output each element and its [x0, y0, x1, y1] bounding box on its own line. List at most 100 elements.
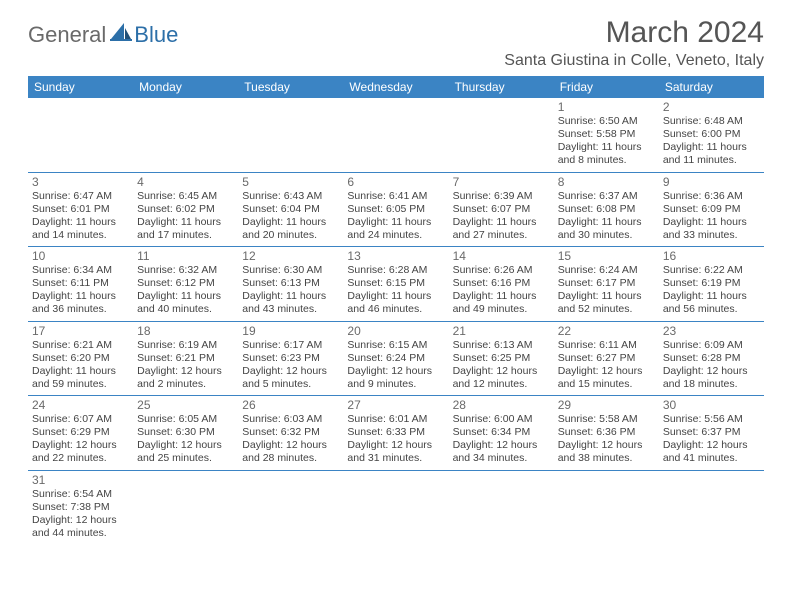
calendar-cell: 8Sunrise: 6:37 AMSunset: 6:08 PMDaylight… [554, 172, 659, 247]
day-number: 16 [663, 249, 760, 263]
day-info: Sunrise: 6:28 AMSunset: 6:15 PMDaylight:… [347, 264, 444, 317]
day-header: Thursday [449, 76, 554, 98]
day-header: Sunday [28, 76, 133, 98]
day-info: Sunrise: 6:01 AMSunset: 6:33 PMDaylight:… [347, 413, 444, 466]
logo-text-blue: Blue [134, 22, 178, 48]
calendar-cell: 16Sunrise: 6:22 AMSunset: 6:19 PMDayligh… [659, 247, 764, 322]
logo-sail-icon [110, 22, 132, 48]
day-number: 24 [32, 398, 129, 412]
day-number: 15 [558, 249, 655, 263]
day-number: 22 [558, 324, 655, 338]
calendar-cell: 11Sunrise: 6:32 AMSunset: 6:12 PMDayligh… [133, 247, 238, 322]
calendar-cell: 3Sunrise: 6:47 AMSunset: 6:01 PMDaylight… [28, 172, 133, 247]
day-number: 28 [453, 398, 550, 412]
calendar-cell: 27Sunrise: 6:01 AMSunset: 6:33 PMDayligh… [343, 396, 448, 471]
day-number: 29 [558, 398, 655, 412]
day-number: 6 [347, 175, 444, 189]
day-number: 14 [453, 249, 550, 263]
day-header: Monday [133, 76, 238, 98]
month-title: March 2024 [504, 16, 764, 50]
day-info: Sunrise: 6:47 AMSunset: 6:01 PMDaylight:… [32, 190, 129, 243]
day-info: Sunrise: 6:39 AMSunset: 6:07 PMDaylight:… [453, 190, 550, 243]
day-info: Sunrise: 6:17 AMSunset: 6:23 PMDaylight:… [242, 339, 339, 392]
day-info: Sunrise: 6:54 AMSunset: 7:38 PMDaylight:… [32, 488, 129, 541]
calendar-cell [238, 470, 343, 544]
calendar-cell: 5Sunrise: 6:43 AMSunset: 6:04 PMDaylight… [238, 172, 343, 247]
calendar-cell: 30Sunrise: 5:56 AMSunset: 6:37 PMDayligh… [659, 396, 764, 471]
calendar-cell [133, 98, 238, 172]
day-header: Wednesday [343, 76, 448, 98]
calendar-cell: 26Sunrise: 6:03 AMSunset: 6:32 PMDayligh… [238, 396, 343, 471]
calendar-cell: 10Sunrise: 6:34 AMSunset: 6:11 PMDayligh… [28, 247, 133, 322]
calendar-cell: 19Sunrise: 6:17 AMSunset: 6:23 PMDayligh… [238, 321, 343, 396]
day-info: Sunrise: 6:19 AMSunset: 6:21 PMDaylight:… [137, 339, 234, 392]
calendar-cell [238, 98, 343, 172]
calendar-cell [554, 470, 659, 544]
day-info: Sunrise: 6:32 AMSunset: 6:12 PMDaylight:… [137, 264, 234, 317]
calendar-cell [133, 470, 238, 544]
day-info: Sunrise: 6:36 AMSunset: 6:09 PMDaylight:… [663, 190, 760, 243]
day-info: Sunrise: 6:13 AMSunset: 6:25 PMDaylight:… [453, 339, 550, 392]
day-number: 26 [242, 398, 339, 412]
day-info: Sunrise: 6:21 AMSunset: 6:20 PMDaylight:… [32, 339, 129, 392]
calendar-table: SundayMondayTuesdayWednesdayThursdayFrid… [28, 76, 764, 544]
calendar-cell: 4Sunrise: 6:45 AMSunset: 6:02 PMDaylight… [133, 172, 238, 247]
calendar-cell: 17Sunrise: 6:21 AMSunset: 6:20 PMDayligh… [28, 321, 133, 396]
day-number: 31 [32, 473, 129, 487]
day-number: 11 [137, 249, 234, 263]
day-info: Sunrise: 6:24 AMSunset: 6:17 PMDaylight:… [558, 264, 655, 317]
day-number: 25 [137, 398, 234, 412]
calendar-header-row: SundayMondayTuesdayWednesdayThursdayFrid… [28, 76, 764, 98]
day-info: Sunrise: 6:26 AMSunset: 6:16 PMDaylight:… [453, 264, 550, 317]
day-header: Tuesday [238, 76, 343, 98]
calendar-cell [659, 470, 764, 544]
calendar-cell [343, 470, 448, 544]
calendar-cell [449, 98, 554, 172]
day-number: 1 [558, 100, 655, 114]
day-number: 9 [663, 175, 760, 189]
location-text: Santa Giustina in Colle, Veneto, Italy [504, 52, 764, 70]
calendar-cell [449, 470, 554, 544]
day-number: 21 [453, 324, 550, 338]
day-info: Sunrise: 6:34 AMSunset: 6:11 PMDaylight:… [32, 264, 129, 317]
day-info: Sunrise: 6:50 AMSunset: 5:58 PMDaylight:… [558, 115, 655, 168]
day-number: 23 [663, 324, 760, 338]
day-number: 27 [347, 398, 444, 412]
day-info: Sunrise: 6:03 AMSunset: 6:32 PMDaylight:… [242, 413, 339, 466]
calendar-cell: 15Sunrise: 6:24 AMSunset: 6:17 PMDayligh… [554, 247, 659, 322]
day-number: 13 [347, 249, 444, 263]
day-info: Sunrise: 5:58 AMSunset: 6:36 PMDaylight:… [558, 413, 655, 466]
day-number: 12 [242, 249, 339, 263]
calendar-cell [343, 98, 448, 172]
day-number: 8 [558, 175, 655, 189]
calendar-cell: 24Sunrise: 6:07 AMSunset: 6:29 PMDayligh… [28, 396, 133, 471]
day-number: 30 [663, 398, 760, 412]
calendar-cell: 7Sunrise: 6:39 AMSunset: 6:07 PMDaylight… [449, 172, 554, 247]
day-info: Sunrise: 6:41 AMSunset: 6:05 PMDaylight:… [347, 190, 444, 243]
day-info: Sunrise: 6:37 AMSunset: 6:08 PMDaylight:… [558, 190, 655, 243]
calendar-cell: 25Sunrise: 6:05 AMSunset: 6:30 PMDayligh… [133, 396, 238, 471]
calendar-cell: 29Sunrise: 5:58 AMSunset: 6:36 PMDayligh… [554, 396, 659, 471]
calendar-cell: 13Sunrise: 6:28 AMSunset: 6:15 PMDayligh… [343, 247, 448, 322]
day-number: 20 [347, 324, 444, 338]
day-header: Friday [554, 76, 659, 98]
day-number: 4 [137, 175, 234, 189]
day-info: Sunrise: 6:22 AMSunset: 6:19 PMDaylight:… [663, 264, 760, 317]
calendar-cell: 23Sunrise: 6:09 AMSunset: 6:28 PMDayligh… [659, 321, 764, 396]
calendar-cell [28, 98, 133, 172]
calendar-cell: 28Sunrise: 6:00 AMSunset: 6:34 PMDayligh… [449, 396, 554, 471]
day-header: Saturday [659, 76, 764, 98]
calendar-cell: 2Sunrise: 6:48 AMSunset: 6:00 PMDaylight… [659, 98, 764, 172]
logo: General Blue [28, 16, 178, 48]
calendar-cell: 18Sunrise: 6:19 AMSunset: 6:21 PMDayligh… [133, 321, 238, 396]
day-number: 17 [32, 324, 129, 338]
title-block: March 2024 Santa Giustina in Colle, Vene… [504, 16, 764, 70]
logo-text-general: General [28, 22, 106, 48]
day-info: Sunrise: 6:05 AMSunset: 6:30 PMDaylight:… [137, 413, 234, 466]
day-info: Sunrise: 6:15 AMSunset: 6:24 PMDaylight:… [347, 339, 444, 392]
header: General Blue March 2024 Santa Giustina i… [28, 16, 764, 70]
day-info: Sunrise: 6:00 AMSunset: 6:34 PMDaylight:… [453, 413, 550, 466]
calendar-cell: 1Sunrise: 6:50 AMSunset: 5:58 PMDaylight… [554, 98, 659, 172]
day-number: 3 [32, 175, 129, 189]
calendar-cell: 21Sunrise: 6:13 AMSunset: 6:25 PMDayligh… [449, 321, 554, 396]
